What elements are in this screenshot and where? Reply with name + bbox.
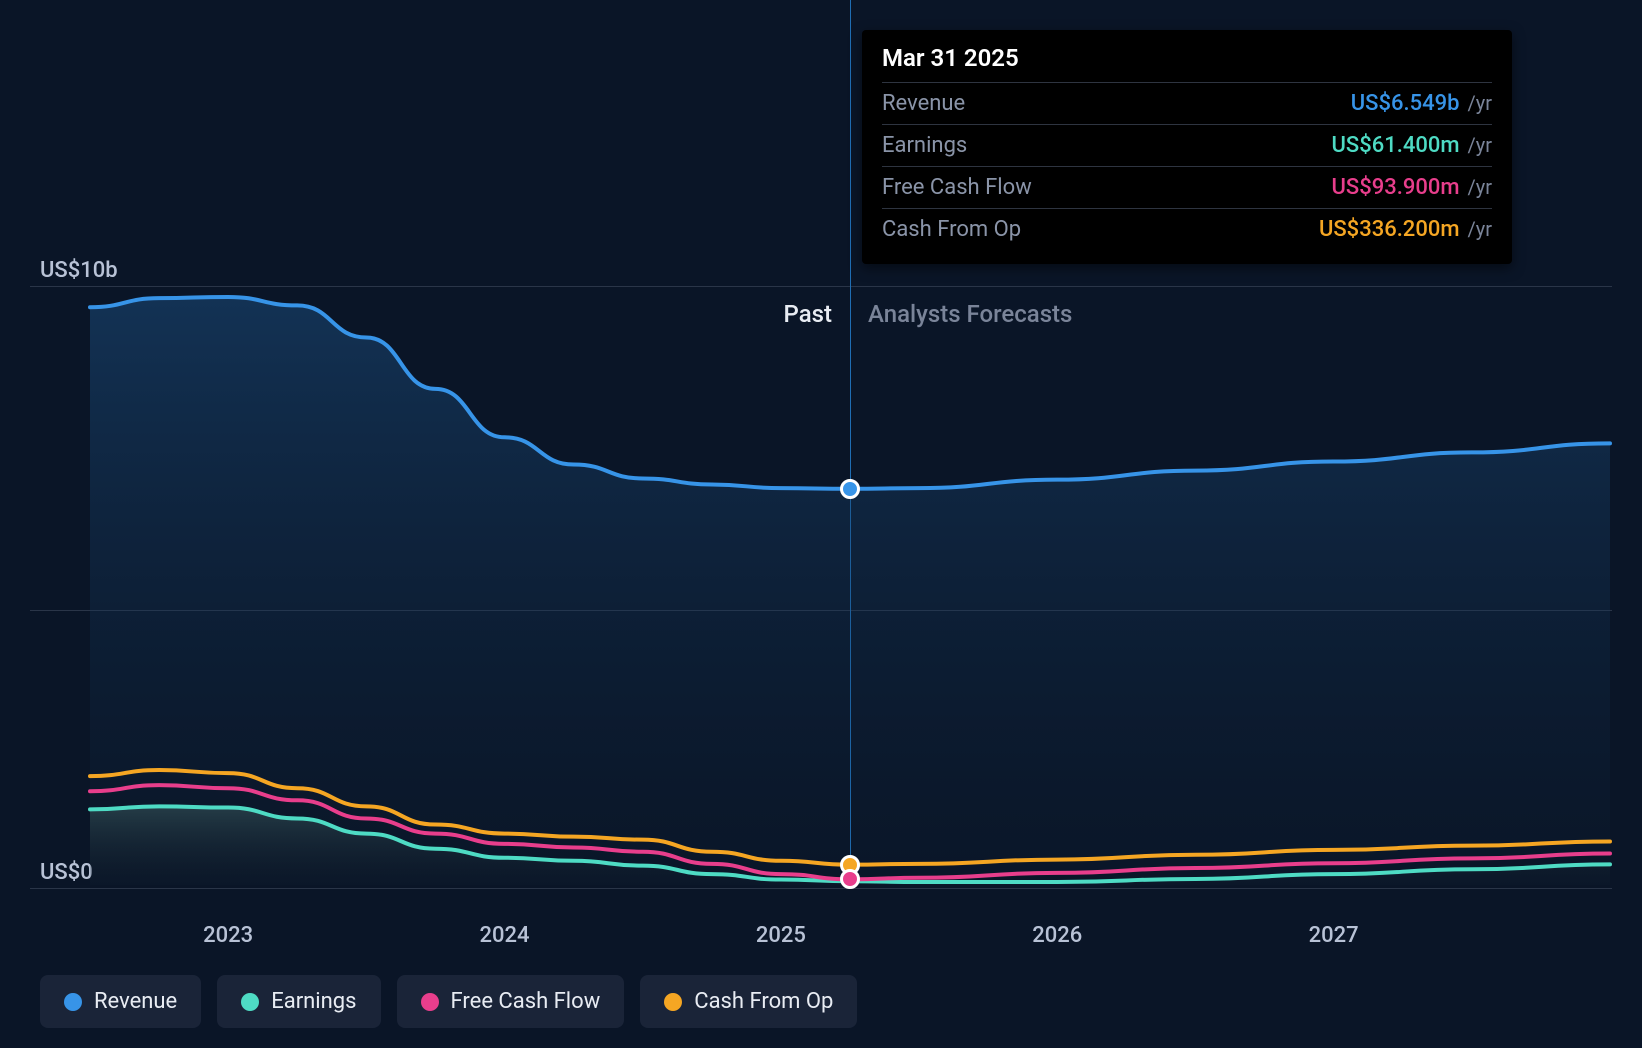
tooltip-amount: US$6.549b [1351,91,1460,116]
hover-marker-fcf [840,869,860,889]
tooltip-row-fcf: Free Cash Flow US$93.900m/yr [882,166,1492,208]
tooltip-label: Revenue [882,91,965,116]
tooltip-row-cash_op: Cash From Op US$336.200m/yr [882,208,1492,250]
area-revenue [90,297,1610,885]
tooltip-unit: /yr [1468,133,1493,157]
tooltip-label: Cash From Op [882,217,1021,242]
tooltip-amount: US$61.400m [1331,133,1459,158]
tooltip-amount: US$336.200m [1319,217,1460,242]
hover-marker-revenue [840,479,860,499]
tooltip-row-revenue: Revenue US$6.549b/yr [882,82,1492,124]
tooltip-unit: /yr [1468,91,1493,115]
hover-tooltip: Mar 31 2025 Revenue US$6.549b/yr Earnings U… [862,30,1512,264]
tooltip-unit: /yr [1468,217,1493,241]
tooltip-label: Earnings [882,133,967,158]
tooltip-unit: /yr [1468,175,1493,199]
tooltip-date: Mar 31 2025 [882,44,1492,82]
tooltip-label: Free Cash Flow [882,175,1032,200]
tooltip-row-earnings: Earnings US$61.400m/yr [882,124,1492,166]
financial-chart[interactable]: US$10bUS$0 20232024202520262027 Past Ana… [0,0,1642,1048]
tooltip-amount: US$93.900m [1331,175,1459,200]
